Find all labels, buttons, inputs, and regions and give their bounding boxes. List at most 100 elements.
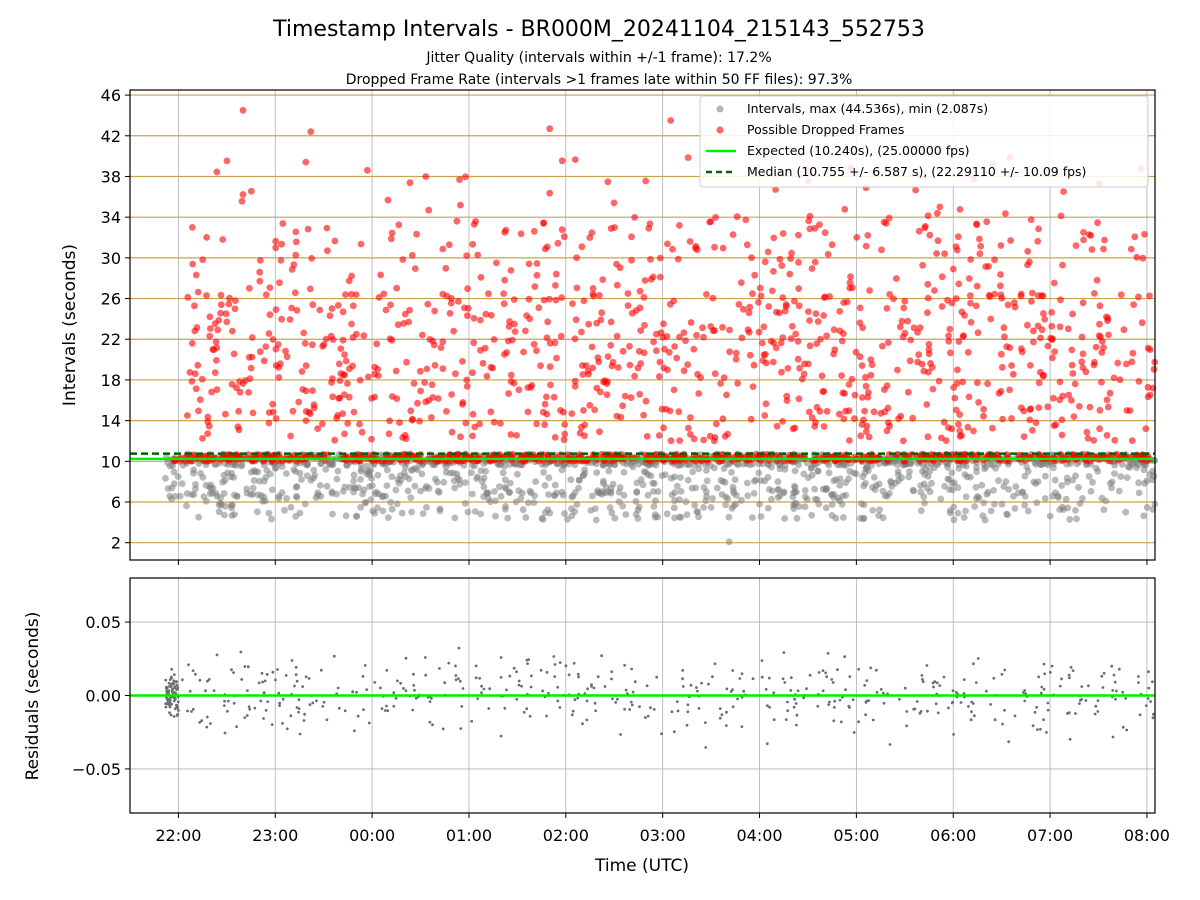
dropped-frame-point xyxy=(1129,349,1137,357)
dropped-frame-point xyxy=(214,326,222,334)
residual-point xyxy=(525,658,529,662)
dropped-frame-point xyxy=(976,235,983,243)
interval-point xyxy=(329,461,337,469)
interval-point xyxy=(265,509,273,517)
dropped-frame-point xyxy=(581,432,588,440)
dropped-frame-point xyxy=(322,335,330,343)
interval-point xyxy=(540,468,547,476)
dropped-frame-point xyxy=(382,306,390,314)
dropped-frame-point xyxy=(823,407,831,415)
interval-point xyxy=(422,484,429,492)
residual-point xyxy=(175,683,179,687)
dropped-frame-point xyxy=(522,327,529,335)
dropped-frame-point xyxy=(302,362,310,370)
x-tick-label: 04:00 xyxy=(736,826,782,845)
residual-point xyxy=(782,651,786,654)
residual-point xyxy=(1096,710,1100,713)
residual-point xyxy=(190,710,193,713)
interval-point xyxy=(990,487,997,494)
residual-point xyxy=(898,697,901,701)
dropped-frame-point xyxy=(796,364,803,372)
dropped-frame-point xyxy=(292,238,300,246)
interval-point xyxy=(230,474,238,481)
dropped-frame-point xyxy=(820,312,827,319)
dropped-frame-point xyxy=(586,401,594,409)
dropped-frame-point xyxy=(946,325,954,333)
dropped-frame-point xyxy=(416,417,423,425)
residual-point xyxy=(954,690,958,694)
dropped-frame-point xyxy=(626,361,634,369)
residual-point xyxy=(458,679,462,683)
dropped-frame-point xyxy=(479,359,487,367)
residual-point xyxy=(738,677,742,680)
interval-point xyxy=(519,506,527,514)
dropped-frame-point xyxy=(924,433,932,441)
dropped-frame-point xyxy=(910,324,918,332)
residual-point xyxy=(581,722,584,726)
residual-point xyxy=(826,652,830,655)
legend-label-median: Median (10.755 +/- 6.587 s), (22.29110 +… xyxy=(747,164,1086,179)
dropped-frame-point xyxy=(915,351,923,359)
residual-point xyxy=(695,689,699,693)
dropped-frame-point xyxy=(712,214,719,221)
dropped-frame-point xyxy=(711,243,718,251)
dropped-frame-point xyxy=(812,310,820,317)
interval-point xyxy=(451,484,459,492)
residual-point xyxy=(353,729,356,733)
residual-point xyxy=(1045,731,1048,734)
dropped-frame-point xyxy=(226,294,233,302)
dropped-frame-point xyxy=(309,387,316,394)
dropped-frame-point xyxy=(856,353,864,361)
dropped-frame-point xyxy=(406,306,413,314)
dropped-frame-point xyxy=(1079,299,1087,307)
dropped-frame-point xyxy=(561,421,569,428)
interval-point xyxy=(208,489,216,497)
interval-point xyxy=(310,474,317,482)
dropped-frame-point xyxy=(867,371,875,379)
residual-point xyxy=(253,706,257,710)
dropped-frame-point xyxy=(231,305,239,313)
dropped-frame-point xyxy=(975,399,982,406)
interval-point xyxy=(751,477,758,485)
dropped-frame-point xyxy=(673,354,681,362)
dropped-frame-point xyxy=(806,342,814,350)
dropped-frame-point xyxy=(272,306,280,313)
interval-point xyxy=(322,465,330,473)
interval-point xyxy=(260,477,268,485)
residual-point xyxy=(881,691,885,695)
interval-point xyxy=(813,496,821,504)
dropped-frame-point xyxy=(600,378,607,386)
dropped-frame-point xyxy=(1114,359,1122,367)
dropped-frame-point xyxy=(862,428,870,435)
residual-point xyxy=(295,679,299,683)
dropped-frame-point xyxy=(236,378,243,385)
residual-point xyxy=(1039,691,1043,695)
dropped-frame-point xyxy=(684,424,692,432)
dropped-frame-point xyxy=(1078,358,1086,366)
dropped-frame-point xyxy=(349,334,357,341)
interval-point xyxy=(388,473,396,480)
dropped-frame-point xyxy=(454,297,462,305)
interval-point xyxy=(350,477,357,485)
interval-point xyxy=(605,467,613,475)
dropped-frame-point xyxy=(533,271,541,279)
residual-point xyxy=(585,699,589,703)
dropped-frame-point xyxy=(485,290,492,298)
dropped-frame-point xyxy=(732,355,740,363)
dropped-frame-point xyxy=(447,299,455,307)
x-tick-label: 03:00 xyxy=(640,826,686,845)
dropped-frame-point xyxy=(748,254,755,262)
dropped-frame-point xyxy=(742,216,750,224)
interval-point xyxy=(663,510,671,518)
dropped-frame-point xyxy=(1068,361,1076,369)
residual-point xyxy=(529,685,533,689)
dropped-frame-point xyxy=(866,287,873,294)
interval-point xyxy=(333,475,341,483)
interval-point xyxy=(232,461,240,469)
interval-point xyxy=(323,482,331,490)
residual-point xyxy=(1068,737,1072,741)
dropped-frame-point xyxy=(235,426,243,434)
residual-point xyxy=(332,654,336,658)
dropped-frame-point xyxy=(795,302,803,310)
residual-point xyxy=(1067,673,1071,677)
